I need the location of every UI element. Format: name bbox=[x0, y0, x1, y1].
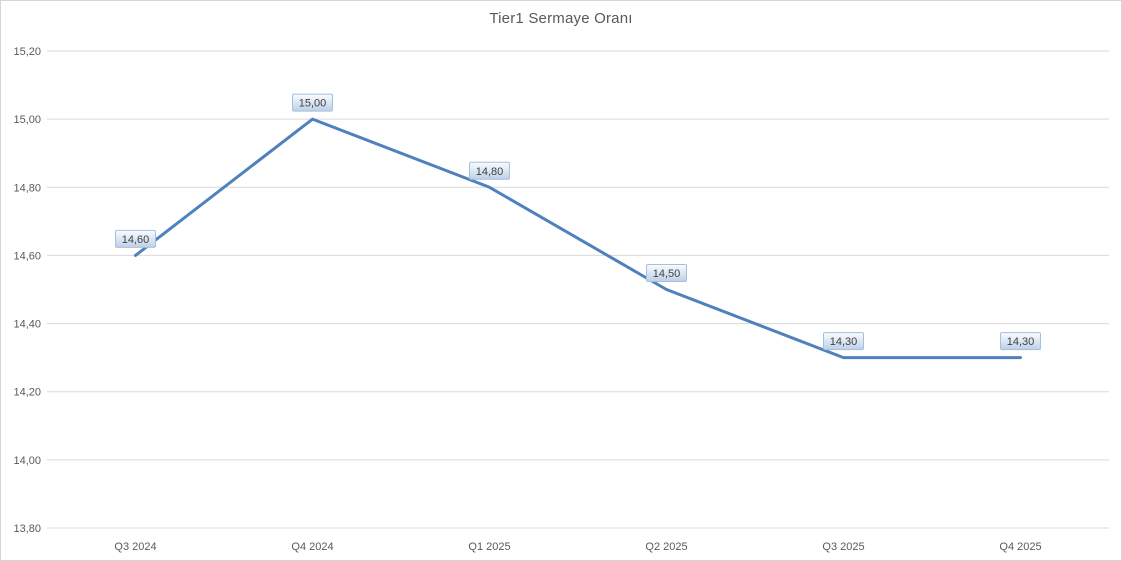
y-axis-tick-label: 14,20 bbox=[13, 387, 41, 399]
data-label-box bbox=[646, 264, 687, 282]
data-label: 15,00 bbox=[299, 98, 327, 110]
x-axis-category-label: Q2 2025 bbox=[645, 541, 687, 553]
y-axis-tick-label: 13,80 bbox=[13, 523, 41, 535]
x-axis-category-label: Q4 2025 bbox=[999, 541, 1041, 553]
x-axis-category-label: Q1 2025 bbox=[468, 541, 510, 553]
y-axis-tick-label: 14,40 bbox=[13, 319, 41, 331]
y-axis-tick-label: 15,20 bbox=[13, 46, 41, 58]
y-axis-tick-label: 14,80 bbox=[13, 182, 41, 194]
y-axis-tick-label: 15,00 bbox=[13, 114, 41, 126]
data-label: 14,80 bbox=[476, 166, 504, 178]
data-label: 14,30 bbox=[830, 336, 858, 348]
y-axis-tick-label: 14,00 bbox=[13, 455, 41, 467]
data-label: 14,60 bbox=[122, 234, 150, 246]
series-line bbox=[134, 117, 1022, 360]
chart-title: Tier1 Sermaye Oranı bbox=[489, 10, 633, 27]
data-label-box bbox=[1000, 332, 1041, 351]
data-label: 14,30 bbox=[1007, 336, 1035, 348]
x-axis-category-label: Q4 2024 bbox=[291, 541, 333, 553]
data-label: 14,50 bbox=[653, 268, 681, 280]
x-axis-category-label: Q3 2024 bbox=[114, 541, 156, 553]
data-label-box bbox=[292, 93, 333, 112]
data-label-box bbox=[823, 332, 864, 351]
data-label-box bbox=[469, 161, 510, 180]
data-label-box bbox=[115, 229, 156, 248]
x-axis-category-label: Q3 2025 bbox=[822, 541, 864, 553]
y-axis-tick-label: 14,60 bbox=[13, 250, 41, 262]
